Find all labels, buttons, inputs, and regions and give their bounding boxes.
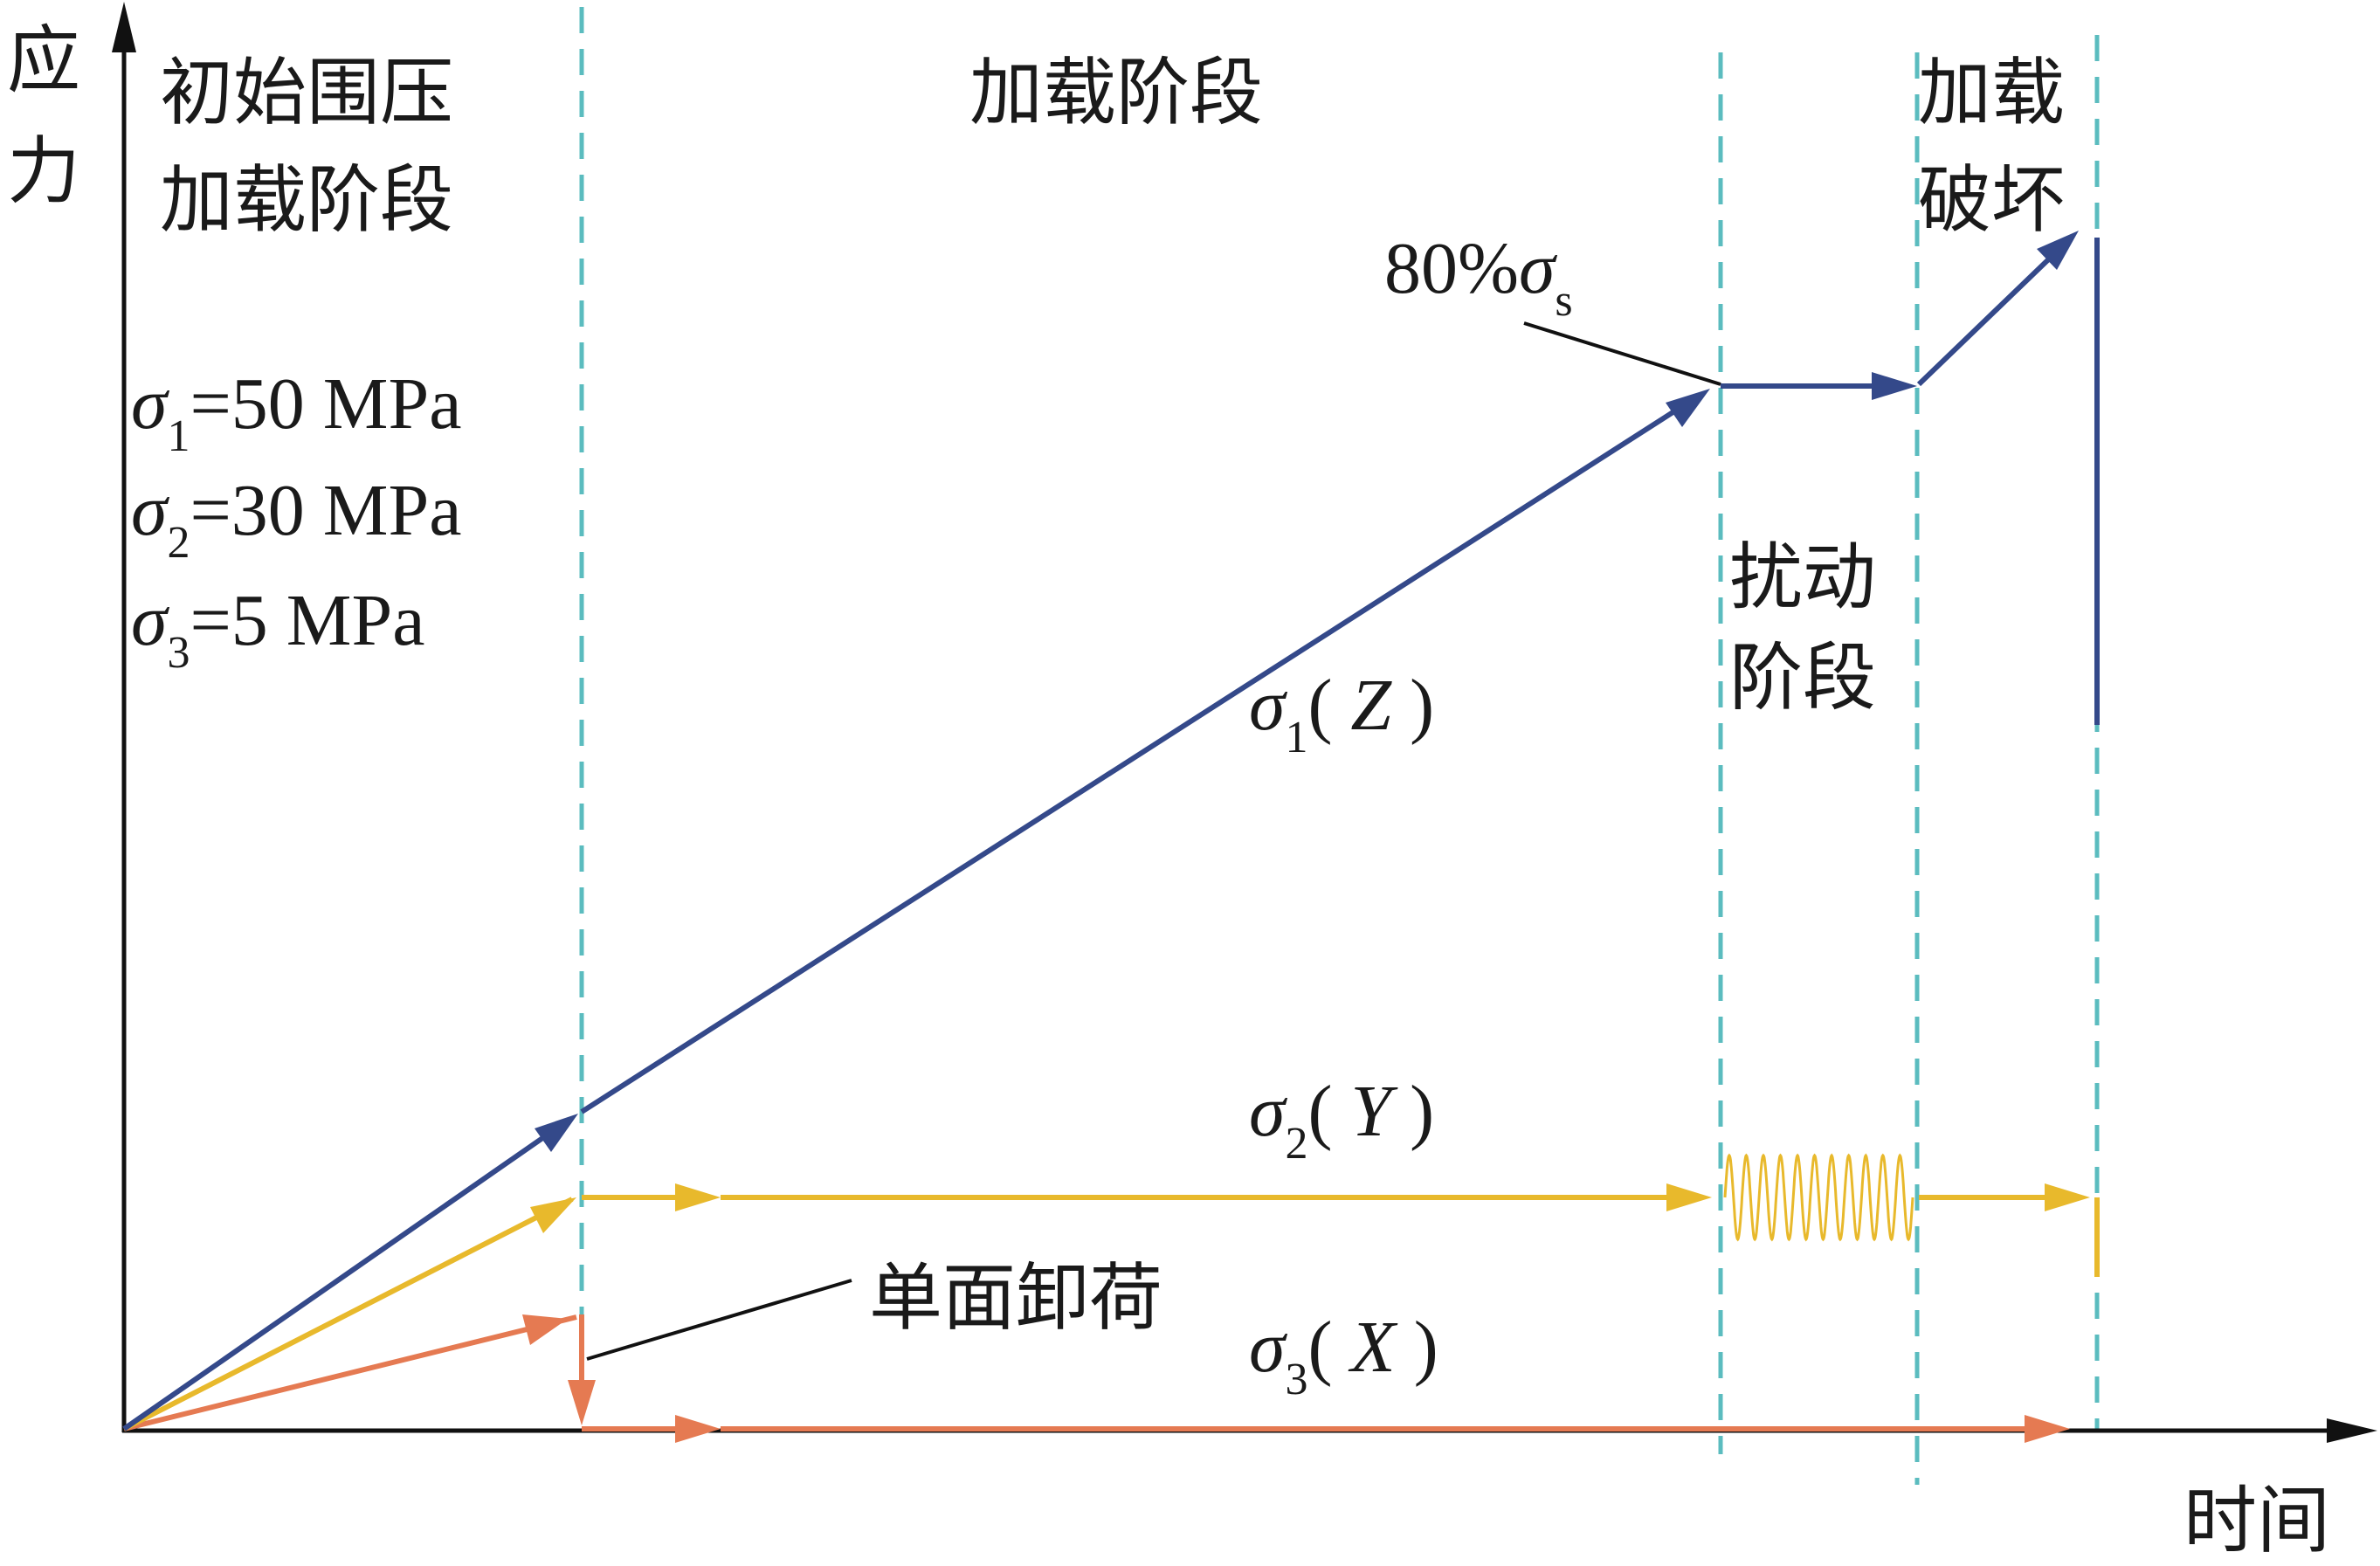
unload-leader: [586, 1279, 852, 1361]
leader-lines: [586, 321, 1721, 1361]
stage1-label-line1: 初始围压: [160, 50, 453, 135]
sigma2-disturbance-wave: [1723, 1153, 1914, 1242]
sigma2-initial-arrow: [530, 1197, 576, 1233]
stage3-label-line2: 阶段: [1729, 635, 1876, 721]
sigma2-arrow-2: [1666, 1183, 1712, 1211]
sigma3-curve: [123, 1314, 2070, 1443]
initial-sigma2: σ2=30 MPa: [131, 470, 462, 568]
stage4-label-line1: 加载: [1918, 50, 2065, 135]
sigma1-failure-arrow: [2037, 231, 2079, 270]
stage4-label-line2: 破坏: [1918, 157, 2065, 243]
sigma2-curve: [122, 1153, 2100, 1431]
sigma1-loading-arrow: [1666, 389, 1710, 427]
sigma2-initial-load: [122, 1197, 574, 1431]
stage3-label-line1: 扰动: [1729, 535, 1876, 620]
sigma1-initial-load: [122, 1118, 569, 1431]
sigma3-unload-arrow: [568, 1380, 596, 1425]
x-axis-label: 时间: [2183, 1478, 2330, 1562]
x-axis-arrowhead: [2327, 1418, 2377, 1443]
sigma2-label: σ2( Y ): [1249, 1071, 1434, 1169]
stage2-label: 加载阶段: [969, 50, 1263, 135]
sigma1-label: σ1( Z ): [1249, 665, 1434, 762]
sigma1-failure-load: [1916, 245, 2064, 387]
sigma3-arrow-1: [675, 1415, 721, 1443]
stage1-label-line2: 加载阶段: [160, 157, 453, 243]
initial-sigma3: σ3=5 MPa: [131, 580, 425, 678]
sigma3-label: σ3( X ): [1249, 1307, 1438, 1404]
peak-annotation: 80%σs: [1384, 228, 1573, 326]
sigma1-initial-arrow: [535, 1114, 578, 1152]
peak-leader: [1523, 321, 1721, 386]
y-axis-label-1: 应: [7, 17, 80, 103]
sigma3-arrow-2: [2025, 1415, 2070, 1443]
stage-dividers: [579, 7, 2100, 1485]
sigma1-hold-arrow: [1872, 372, 1917, 400]
y-axis-label-2: 力: [7, 128, 80, 214]
sigma2-arrow-3: [2045, 1183, 2090, 1211]
sigma1-curve: [122, 231, 2100, 1431]
sigma3-initial-arrow: [522, 1314, 568, 1345]
sigma1-loading: [580, 393, 1700, 1114]
sigma2-arrow-1: [675, 1183, 721, 1211]
initial-sigma1: σ1=50 MPa: [131, 363, 462, 461]
sigma3-initial-load: [123, 1314, 577, 1431]
unloading-annotation: 单面卸荷: [869, 1255, 1162, 1341]
y-axis-arrowhead: [112, 2, 136, 52]
